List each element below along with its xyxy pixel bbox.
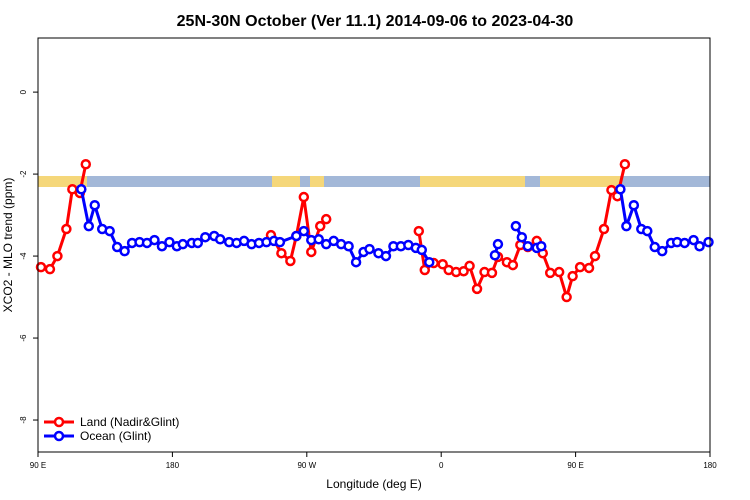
point <box>642 225 653 237</box>
y-tick-label: 0 <box>19 89 28 94</box>
point <box>61 223 72 235</box>
legend-label: Ocean (Glint) <box>80 429 151 443</box>
legend-marker <box>53 416 65 428</box>
point <box>615 184 626 195</box>
point <box>274 236 286 248</box>
point <box>536 240 547 252</box>
point <box>192 237 204 249</box>
y-tick-label: -4 <box>19 252 28 260</box>
plot-area: 90 E 180 90 W 0 90 E 180 -8 -6 -4 -2 0 <box>19 89 717 470</box>
point <box>510 220 522 232</box>
y-tick-label: -2 <box>19 170 28 178</box>
point <box>486 267 498 279</box>
point <box>44 263 56 275</box>
point <box>89 199 100 211</box>
point <box>694 240 705 252</box>
point <box>380 250 392 262</box>
point <box>567 270 578 282</box>
point <box>276 247 287 259</box>
point <box>649 241 660 253</box>
point <box>516 231 528 243</box>
point <box>119 245 130 257</box>
point <box>553 266 565 278</box>
point <box>628 199 640 211</box>
point <box>413 225 425 237</box>
point <box>583 262 595 274</box>
point <box>83 220 95 232</box>
point <box>313 234 324 245</box>
x-tick-label: 180 <box>703 461 717 470</box>
point <box>298 225 310 237</box>
point <box>285 255 296 267</box>
y-tick-label: -8 <box>19 416 28 424</box>
x-axis-label: Longitude (deg E) <box>326 477 421 491</box>
point <box>561 291 572 303</box>
y-axis-label: XCO2 - MLO trend (ppm) <box>1 178 15 313</box>
x-tick-label: 90 W <box>297 461 316 470</box>
point <box>364 243 375 255</box>
point <box>156 240 168 252</box>
legend-marker <box>53 430 65 442</box>
point <box>619 158 631 170</box>
x-tick-label: 90 E <box>30 461 46 470</box>
point <box>314 220 326 232</box>
plot-frame <box>37 37 711 453</box>
point <box>688 234 699 246</box>
point <box>80 158 92 170</box>
point <box>589 250 601 262</box>
point <box>200 231 211 243</box>
point <box>507 259 519 271</box>
point <box>471 283 483 295</box>
point <box>104 225 115 237</box>
x-tick-label: 180 <box>166 461 180 470</box>
point <box>679 237 690 249</box>
point <box>149 234 160 246</box>
chart-title: 25N-30N October (Ver 11.1) 2014-09-06 to… <box>177 13 574 30</box>
point <box>76 184 87 195</box>
point <box>424 256 435 268</box>
point <box>416 244 428 256</box>
point <box>52 250 63 262</box>
point <box>703 236 714 248</box>
point <box>320 213 332 225</box>
point <box>656 245 668 257</box>
point <box>177 238 189 250</box>
legend: Land (Nadir&Glint)Ocean (Glint) <box>44 415 179 443</box>
point <box>164 236 175 248</box>
point <box>621 220 632 232</box>
point <box>291 230 302 242</box>
point <box>350 256 362 268</box>
point <box>343 240 354 252</box>
point <box>598 223 610 235</box>
point <box>464 260 475 272</box>
point <box>574 261 586 273</box>
x-tick-label: 0 <box>439 461 444 470</box>
point <box>306 246 317 258</box>
point <box>522 240 534 252</box>
y-tick-label: -6 <box>19 334 28 342</box>
land-mask-strip <box>38 176 710 187</box>
point <box>492 238 504 250</box>
point <box>214 234 226 245</box>
point <box>35 261 47 273</box>
point <box>419 264 431 276</box>
x-tick-label: 90 E <box>567 461 583 470</box>
legend-label: Land (Nadir&Glint) <box>80 415 179 429</box>
point <box>298 191 310 203</box>
point <box>437 259 448 270</box>
point <box>544 267 556 279</box>
point <box>111 241 123 253</box>
point <box>489 249 501 261</box>
